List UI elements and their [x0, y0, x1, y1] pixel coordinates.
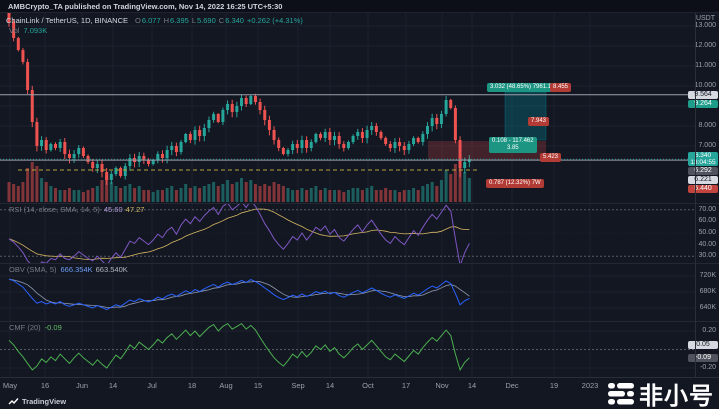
time-tick: May — [2, 381, 18, 390]
obv-line[interactable] — [8, 278, 470, 311]
time-tick: 15 — [253, 381, 263, 390]
watermark-logo[interactable]: 非小号 — [608, 376, 714, 409]
time-tick: Nov — [435, 381, 449, 390]
cmf-line[interactable] — [8, 322, 470, 372]
time-tick: 14 — [467, 381, 477, 390]
price-range-box[interactable] — [504, 91, 547, 141]
time-tick: 14 — [325, 381, 335, 390]
time-tick: Dec — [505, 381, 519, 390]
time-tick: 17 — [401, 381, 411, 390]
time-tick: 2023 — [581, 381, 599, 390]
price-axis[interactable] — [695, 13, 719, 377]
publish-bar: AMBCrypto_TA published on TradingView.co… — [0, 0, 719, 13]
time-tick: 18 — [187, 381, 197, 390]
time-tick: Oct — [362, 381, 374, 390]
time-axis[interactable] — [0, 377, 719, 393]
time-tick: Sep — [291, 381, 305, 390]
tradingview-label: TradingView — [22, 396, 67, 406]
footer-bar: TradingView — [0, 393, 719, 409]
rsi-ma-line[interactable] — [8, 208, 470, 260]
tradingview-link[interactable]: TradingView — [8, 396, 66, 407]
time-tick: Aug — [219, 381, 233, 390]
time-tick: Jul — [147, 381, 157, 390]
time-tick: Jun — [75, 381, 89, 390]
obv-ma-line[interactable] — [8, 278, 470, 309]
watermark-grid-icon — [608, 382, 634, 404]
candlestick-series[interactable] — [7, 6, 471, 186]
time-tick: 19 — [549, 381, 559, 390]
publish-text: AMBCrypto_TA published on TradingView.co… — [8, 2, 283, 11]
risk-zone-box[interactable] — [428, 141, 546, 160]
price-axis-currency: USDT — [695, 15, 715, 22]
time-tick: 16 — [40, 381, 50, 390]
watermark-text: 非小号 — [639, 383, 714, 409]
time-tick: 14 — [108, 381, 118, 390]
volume-series[interactable] — [7, 162, 471, 202]
rsi-line[interactable] — [8, 201, 470, 271]
tradingview-logo-icon — [8, 397, 19, 404]
